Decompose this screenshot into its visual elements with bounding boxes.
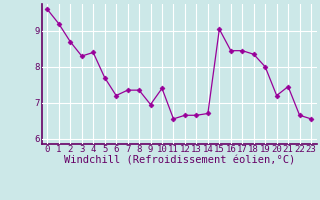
X-axis label: Windchill (Refroidissement éolien,°C): Windchill (Refroidissement éolien,°C) xyxy=(64,156,295,166)
